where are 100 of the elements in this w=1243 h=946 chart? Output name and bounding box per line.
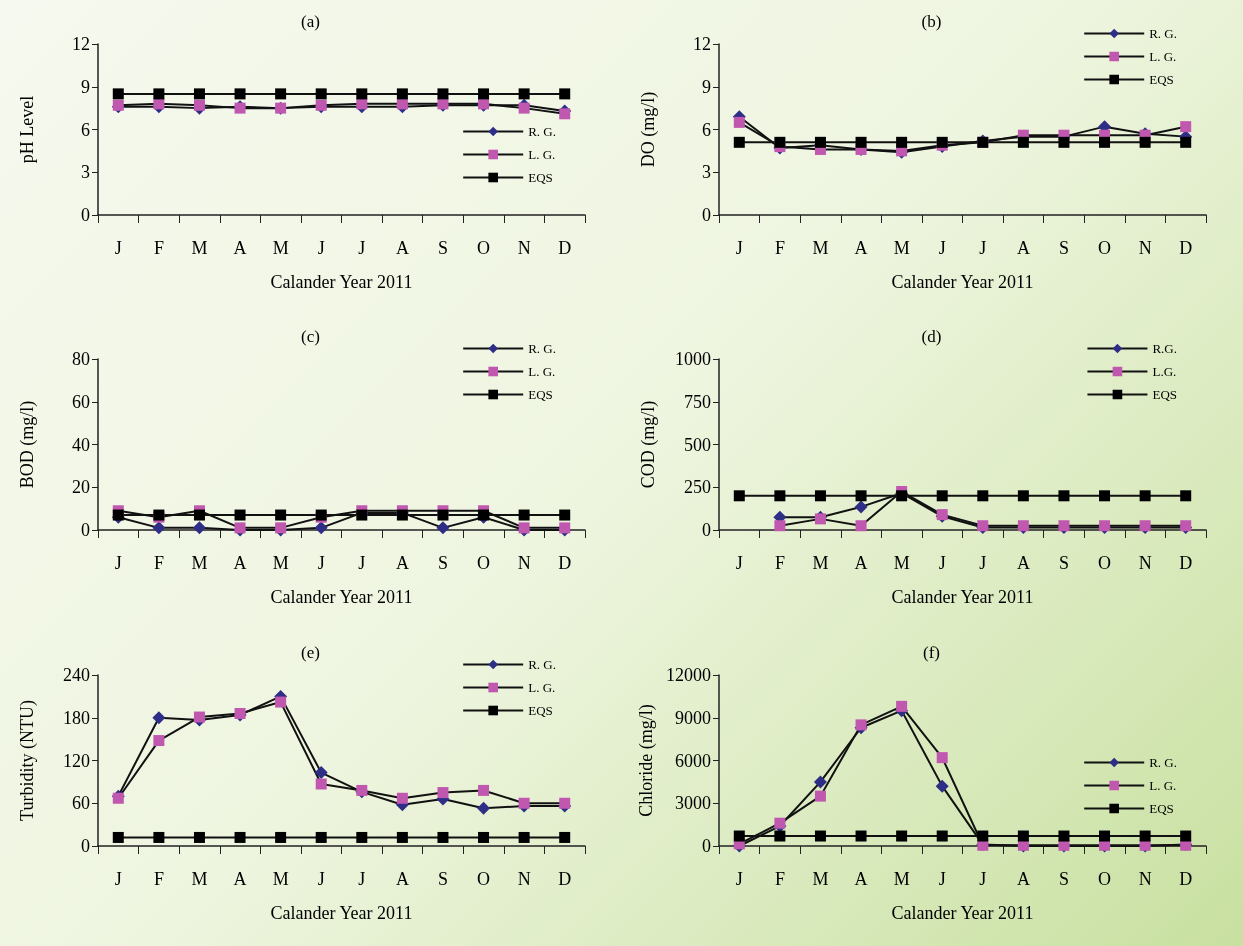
y-tick-label: 60	[72, 391, 90, 412]
x-tick-label: J	[358, 553, 366, 573]
y-axis-title: pH Level	[17, 95, 37, 164]
x-tick-label: A	[854, 238, 868, 258]
x-tick-label: O	[1098, 238, 1112, 258]
legend-label: R. G.	[528, 124, 556, 139]
x-tick-label: M	[191, 869, 208, 889]
y-tick-label: 9	[81, 76, 90, 97]
x-tick-label: O	[1098, 553, 1112, 573]
x-tick-label: O	[1098, 869, 1112, 889]
y-tick-label: 12000	[666, 665, 711, 685]
x-axis-title: Calander Year 2011	[891, 587, 1034, 607]
y-tick-label: 60	[72, 793, 90, 814]
legend-label: R. G.	[528, 341, 556, 356]
legend-label: R. G.	[528, 657, 556, 672]
y-tick-label: 0	[702, 836, 711, 856]
x-tick-label: S	[1058, 869, 1069, 889]
x-tick-label: A	[233, 553, 247, 573]
x-tick-label: S	[1058, 553, 1069, 573]
y-tick-label: 500	[684, 434, 711, 455]
x-tick-label: J	[938, 869, 946, 889]
y-tick-label: 80	[72, 349, 90, 369]
y-tick-label: 40	[72, 434, 90, 455]
x-tick-label: J	[938, 553, 946, 573]
x-tick-label: D	[558, 869, 572, 889]
x-tick-label: M	[893, 869, 910, 889]
x-tick-label: A	[233, 238, 247, 258]
legend-label: EQS	[1149, 72, 1174, 87]
x-tick-label: F	[153, 869, 164, 889]
x-tick-label: N	[1138, 869, 1152, 889]
x-tick-label: M	[272, 553, 289, 573]
x-axis-title: Calander Year 2011	[270, 903, 413, 923]
y-axis-title: DO (mg/l)	[638, 91, 659, 168]
x-tick-label: M	[812, 869, 829, 889]
x-tick-label: M	[272, 238, 289, 258]
x-tick-label: M	[812, 238, 829, 258]
chart-title: (b)	[921, 12, 942, 31]
chart-title: (d)	[921, 327, 942, 346]
x-tick-label: J	[938, 238, 946, 258]
y-tick-label: 250	[684, 477, 711, 498]
x-axis-title: Calander Year 2011	[891, 903, 1034, 923]
chart-title: (a)	[301, 12, 320, 31]
y-tick-label: 0	[81, 520, 90, 540]
y-axis-title: BOD (mg/l)	[17, 400, 38, 489]
x-tick-label: A	[1016, 869, 1030, 889]
y-tick-label: 3	[81, 162, 90, 183]
legend-label: L. G.	[528, 147, 556, 162]
y-tick-label: 6000	[675, 750, 711, 771]
legend-label: L.G.	[1152, 364, 1177, 379]
x-tick-label: A	[854, 553, 868, 573]
x-tick-label: O	[477, 553, 491, 573]
x-tick-label: J	[114, 869, 122, 889]
x-tick-label: J	[317, 238, 325, 258]
legend-label: EQS	[528, 170, 553, 185]
y-tick-label: 0	[81, 205, 90, 225]
y-axis-title: Turbidity (NTU)	[17, 700, 38, 821]
x-tick-label: A	[395, 238, 409, 258]
x-tick-label: J	[979, 869, 987, 889]
legend-label: R. G.	[1149, 26, 1177, 41]
y-tick-label: 0	[702, 520, 711, 540]
x-tick-label: M	[893, 238, 910, 258]
y-tick-label: 6	[81, 119, 90, 140]
x-tick-label: O	[477, 869, 491, 889]
x-tick-label: J	[979, 553, 987, 573]
y-tick-label: 12	[693, 34, 711, 54]
x-tick-label: A	[854, 869, 868, 889]
x-axis-title: Calander Year 2011	[270, 587, 413, 607]
x-tick-label: A	[1016, 553, 1030, 573]
x-tick-label: M	[893, 553, 910, 573]
x-tick-label: S	[437, 238, 448, 258]
x-tick-label: N	[517, 553, 531, 573]
x-tick-label: N	[1138, 553, 1152, 573]
legend-label: L. G.	[528, 680, 556, 695]
legend-label: EQS	[1152, 387, 1177, 402]
x-tick-label: O	[477, 238, 491, 258]
chart-title: (f)	[923, 643, 940, 662]
x-tick-label: J	[317, 869, 325, 889]
x-tick-label: A	[395, 869, 409, 889]
x-tick-label: J	[979, 238, 987, 258]
y-tick-label: 3000	[675, 793, 711, 814]
x-tick-label: D	[558, 553, 572, 573]
x-tick-label: S	[437, 553, 448, 573]
y-tick-label: 9	[702, 76, 711, 97]
x-tick-label: J	[358, 869, 366, 889]
x-tick-label: A	[395, 553, 409, 573]
x-tick-label: N	[517, 238, 531, 258]
x-tick-label: M	[272, 869, 289, 889]
x-tick-label: F	[153, 238, 164, 258]
x-tick-label: F	[153, 553, 164, 573]
x-tick-label: S	[1058, 238, 1069, 258]
y-tick-label: 120	[63, 750, 90, 771]
y-tick-label: 0	[81, 836, 90, 856]
legend-label: L. G.	[528, 364, 556, 379]
legend-label: R.G.	[1152, 341, 1177, 356]
legend-label: L. G.	[1149, 778, 1177, 793]
x-tick-label: J	[735, 869, 743, 889]
x-tick-label: J	[735, 553, 743, 573]
x-tick-label: J	[358, 238, 366, 258]
legend-label: L. G.	[1149, 49, 1177, 64]
chart-title: (c)	[301, 327, 320, 346]
